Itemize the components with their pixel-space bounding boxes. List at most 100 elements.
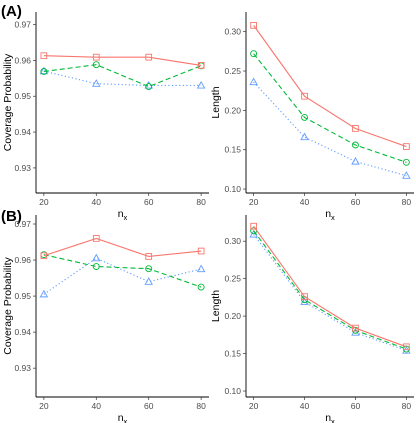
x-axis-title: nx <box>118 412 128 423</box>
data-point-red <box>352 125 359 132</box>
data-point-red <box>301 92 308 100</box>
chart-4: 0.10 0.15 0.20 0.25 0.30 20 40 60 80 nx Length <box>210 215 414 423</box>
data-point-red <box>352 324 359 332</box>
y-tick-label: 0.93 <box>14 363 31 373</box>
y-tick-label: 0.20 <box>224 311 241 321</box>
series-line-red <box>43 55 202 66</box>
y-tick-label: 0.30 <box>224 27 241 37</box>
data-point-red <box>403 143 410 150</box>
y-tick-label: 0.94 <box>14 327 31 337</box>
x-tick-label: 40 <box>300 401 310 411</box>
series-blue <box>249 77 411 179</box>
data-point-red <box>197 247 205 255</box>
y-tick-label: 0.95 <box>14 291 31 301</box>
x-tick-label: 80 <box>402 197 412 207</box>
series-line-red <box>253 225 407 348</box>
x-tick-label: 60 <box>351 401 361 411</box>
series-line-blue <box>43 70 202 87</box>
data-point-red <box>92 235 100 242</box>
series-red <box>40 52 205 69</box>
data-point-green <box>402 158 410 166</box>
data-point-green <box>145 265 153 273</box>
y-tick-label: 0.96 <box>14 255 31 265</box>
y-tick-label: 0.10 <box>224 184 241 194</box>
data-point-blue <box>92 253 101 262</box>
series-line-green <box>253 230 407 350</box>
y-tick-label: 0.20 <box>224 105 241 115</box>
data-point-blue <box>144 277 153 285</box>
panel-label-b: (B) <box>1 208 22 225</box>
chart-1: 0.93 0.94 0.95 0.96 0.97 20 40 60 80 nx Coverage P… <box>2 12 209 222</box>
series-line-blue <box>43 257 202 295</box>
series-line-green <box>43 254 202 288</box>
series-green <box>250 227 410 353</box>
data-point-blue <box>300 132 309 141</box>
y-tick-label: 0.15 <box>224 145 241 155</box>
panel-label-a: (A) <box>1 3 22 20</box>
x-tick-label: 60 <box>351 197 361 207</box>
x-tick-label: 20 <box>249 401 259 411</box>
data-point-red <box>92 53 100 61</box>
data-point-red <box>40 252 48 260</box>
data-point-green <box>301 114 308 121</box>
x-tick-label: 20 <box>249 197 259 207</box>
y-tick-label: 0.25 <box>224 66 241 76</box>
series-line-green <box>43 64 202 88</box>
x-axis-title: nx <box>325 412 335 423</box>
y-tick-label: 0.30 <box>224 236 241 246</box>
series-line-blue <box>253 234 407 352</box>
x-tick-label: 40 <box>300 197 310 207</box>
data-point-green <box>92 263 100 270</box>
data-point-red <box>250 22 257 29</box>
data-point-blue <box>92 79 101 87</box>
y-tick-label: 0.10 <box>224 386 241 396</box>
data-point-blue <box>300 297 309 305</box>
x-tick-label: 80 <box>196 401 206 411</box>
data-point-red <box>197 62 205 69</box>
series-line-red <box>43 237 202 258</box>
data-point-green <box>250 50 258 58</box>
series-blue <box>39 66 206 89</box>
data-point-red <box>250 222 257 230</box>
x-tick-label: 20 <box>39 197 49 207</box>
series-green <box>250 50 410 166</box>
y-tick-label: 0.25 <box>224 274 241 284</box>
data-point-blue <box>196 264 206 273</box>
y-axis-title: Length <box>210 290 222 322</box>
series-red <box>40 235 205 260</box>
x-axis-title: nx <box>325 208 335 222</box>
series-line-green <box>253 53 407 163</box>
data-point-green <box>40 68 48 75</box>
plots: 0.93 0.94 0.95 0.96 0.97 20 40 60 80 nx Coverage P… <box>2 12 414 423</box>
x-axis-title: nx <box>118 208 128 222</box>
x-tick-label: 20 <box>39 401 49 411</box>
y-tick-label: 0.97 <box>14 219 31 229</box>
data-point-blue <box>196 80 206 89</box>
y-tick-label: 0.96 <box>14 55 31 65</box>
data-point-blue <box>351 328 360 336</box>
y-tick-label: 0.95 <box>14 91 31 101</box>
y-axis-title: Length <box>210 86 222 118</box>
series-green <box>40 251 205 291</box>
data-point-red <box>403 343 410 351</box>
y-tick-label: 0.15 <box>224 349 241 359</box>
data-point-blue <box>351 157 360 165</box>
data-point-blue <box>144 80 153 89</box>
data-point-red <box>301 293 308 300</box>
x-tick-label: 40 <box>92 197 102 207</box>
data-point-green <box>145 83 153 91</box>
series-blue <box>249 229 411 354</box>
y-tick-label: 0.94 <box>14 127 31 137</box>
data-point-green <box>92 61 100 69</box>
y-tick-label: 0.93 <box>14 163 31 173</box>
y-axis-title: Coverage Probability <box>2 53 14 151</box>
data-point-blue <box>249 77 258 86</box>
data-point-green <box>352 141 359 149</box>
x-tick-label: 60 <box>144 401 154 411</box>
y-tick-label: 0.97 <box>14 20 31 30</box>
data-point-blue <box>39 66 49 75</box>
series-line-red <box>253 25 407 148</box>
x-tick-label: 80 <box>402 401 412 411</box>
data-point-red <box>145 253 153 260</box>
